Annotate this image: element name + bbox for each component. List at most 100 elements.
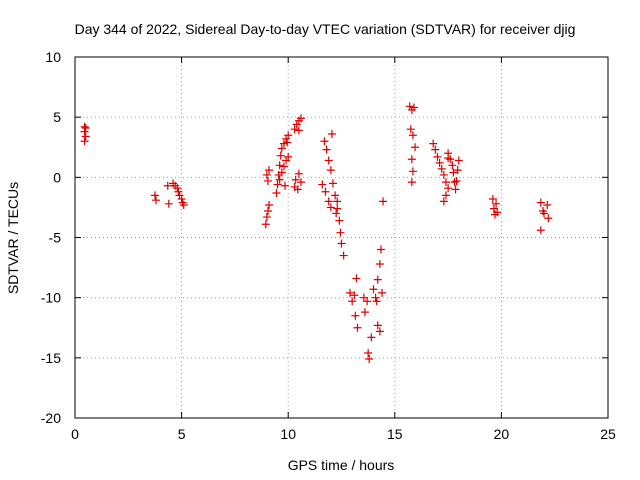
data-point: [536, 226, 545, 235]
data-point: [81, 123, 90, 132]
data-point: [326, 203, 335, 212]
data-point: [290, 125, 299, 134]
data-point: [406, 125, 415, 134]
data-point: [80, 137, 89, 146]
data-point: [493, 208, 502, 217]
data-point: [433, 152, 442, 161]
data-point: [331, 191, 340, 200]
data-point: [348, 297, 357, 306]
data-point: [367, 333, 376, 342]
data-point: [407, 155, 416, 164]
data-point: [272, 188, 281, 197]
data-point: [351, 311, 360, 320]
grid-lines: [75, 57, 608, 418]
data-point: [164, 199, 173, 208]
x-axis-label: GPS time / hours: [288, 457, 395, 473]
data-point: [173, 184, 182, 193]
data-point: [332, 209, 341, 218]
data-point: [453, 166, 462, 175]
data-point: [437, 164, 446, 173]
y-tick-label: -20: [41, 410, 61, 426]
data-point: [439, 170, 448, 179]
data-point: [179, 201, 188, 210]
data-point: [536, 198, 545, 207]
plot-frame: [74, 56, 609, 419]
data-point: [262, 213, 271, 222]
x-tick-label: 10: [280, 426, 296, 442]
data-point: [429, 139, 438, 148]
chart-title: Day 344 of 2022, Sidereal Day-to-day VTE…: [75, 21, 576, 37]
data-point: [282, 156, 291, 165]
data-point: [363, 297, 372, 306]
data-point: [353, 323, 362, 332]
data-point: [444, 154, 453, 163]
data-point: [322, 145, 331, 154]
data-point: [263, 176, 272, 185]
data-point: [378, 288, 387, 297]
data-point: [375, 259, 384, 268]
data-point: [277, 168, 286, 177]
data-point: [324, 156, 333, 165]
data-point: [540, 209, 549, 218]
data-point: [365, 355, 374, 364]
data-point: [318, 180, 327, 189]
data-point: [296, 114, 305, 123]
data-point: [373, 275, 382, 284]
data-point: [450, 178, 459, 187]
data-point: [543, 201, 552, 210]
data-point: [333, 197, 342, 206]
x-tick-label: 20: [494, 426, 510, 442]
data-point: [293, 185, 302, 194]
y-tick-label: 0: [53, 169, 61, 185]
data-point: [277, 144, 286, 153]
data-point: [407, 178, 416, 187]
y-tick-label: 10: [45, 49, 61, 65]
y-tick-label: -5: [49, 230, 62, 246]
y-tick-label: -10: [41, 290, 61, 306]
data-point: [411, 143, 420, 152]
data-point: [544, 214, 553, 223]
data-point: [335, 216, 344, 225]
data-point: [265, 166, 274, 175]
data-point: [163, 181, 172, 190]
data-point: [327, 130, 336, 139]
data-point: [152, 196, 161, 205]
data-point: [273, 180, 282, 189]
data-point: [150, 191, 159, 200]
data-point: [372, 297, 381, 306]
data-point: [431, 145, 440, 154]
data-point: [279, 162, 288, 171]
x-tick-labels: 0 5 10 15 20 25: [71, 426, 616, 442]
data-point: [441, 191, 450, 200]
data-point: [408, 167, 417, 176]
x-tick-label: 15: [387, 426, 403, 442]
data-point: [454, 156, 463, 165]
data-point: [452, 176, 461, 185]
data-point: [261, 220, 270, 229]
data-point: [435, 158, 444, 167]
data-point: [321, 187, 330, 196]
axis-ticks: [74, 56, 609, 419]
data-point: [275, 175, 284, 184]
data-point: [296, 178, 305, 187]
data-point: [80, 127, 89, 136]
data-point: [376, 245, 385, 254]
data-point: [333, 204, 342, 213]
data-point: [265, 201, 274, 210]
data-point: [379, 197, 388, 206]
data-point: [446, 155, 455, 164]
data-point: [284, 131, 293, 140]
data-point: [439, 197, 448, 206]
data-point: [373, 321, 382, 330]
data-point: [360, 308, 369, 317]
data-point: [346, 288, 355, 297]
data-point: [284, 152, 293, 161]
data-point: [281, 181, 290, 190]
data-point: [441, 178, 450, 187]
data-point: [294, 169, 303, 178]
data-point: [364, 349, 373, 358]
data-point: [449, 168, 458, 177]
data-point: [291, 175, 300, 184]
data-point: [339, 251, 348, 260]
